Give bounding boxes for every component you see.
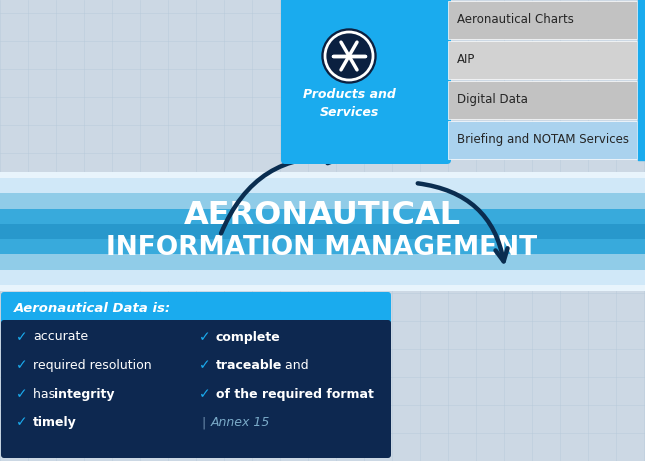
Text: Aeronautical Charts: Aeronautical Charts bbox=[457, 13, 574, 26]
FancyBboxPatch shape bbox=[1, 292, 391, 326]
Text: accurate: accurate bbox=[33, 331, 88, 343]
Text: ✓: ✓ bbox=[16, 359, 28, 372]
Text: integrity: integrity bbox=[54, 388, 115, 401]
FancyBboxPatch shape bbox=[448, 41, 637, 79]
Text: ✓: ✓ bbox=[199, 387, 211, 401]
Text: of the required format: of the required format bbox=[216, 388, 374, 401]
Text: complete: complete bbox=[216, 331, 281, 343]
Text: required resolution: required resolution bbox=[33, 359, 152, 372]
Text: Products and
Services: Products and Services bbox=[303, 88, 395, 118]
FancyBboxPatch shape bbox=[1, 320, 391, 458]
Text: ✓: ✓ bbox=[16, 387, 28, 401]
Text: and: and bbox=[281, 359, 308, 372]
Text: Aeronautical Data is:: Aeronautical Data is: bbox=[14, 302, 171, 315]
FancyBboxPatch shape bbox=[448, 1, 637, 39]
Text: has: has bbox=[33, 388, 59, 401]
FancyBboxPatch shape bbox=[448, 121, 637, 159]
Text: ✓: ✓ bbox=[199, 330, 211, 344]
Text: INFORMATION MANAGEMENT: INFORMATION MANAGEMENT bbox=[106, 235, 537, 261]
Text: Briefing and NOTAM Services: Briefing and NOTAM Services bbox=[457, 134, 629, 147]
Text: Annex 15: Annex 15 bbox=[211, 416, 270, 429]
Circle shape bbox=[322, 29, 376, 83]
Text: |: | bbox=[201, 416, 205, 429]
Text: Digital Data: Digital Data bbox=[457, 94, 528, 106]
Text: ✓: ✓ bbox=[16, 415, 28, 430]
FancyBboxPatch shape bbox=[448, 81, 637, 119]
Text: timely: timely bbox=[33, 416, 77, 429]
Text: traceable: traceable bbox=[216, 359, 283, 372]
Text: ✓: ✓ bbox=[199, 359, 211, 372]
Text: ✓: ✓ bbox=[16, 330, 28, 344]
Text: AERONAUTICAL: AERONAUTICAL bbox=[183, 200, 461, 230]
FancyBboxPatch shape bbox=[281, 0, 451, 164]
Text: AIP: AIP bbox=[457, 53, 475, 66]
